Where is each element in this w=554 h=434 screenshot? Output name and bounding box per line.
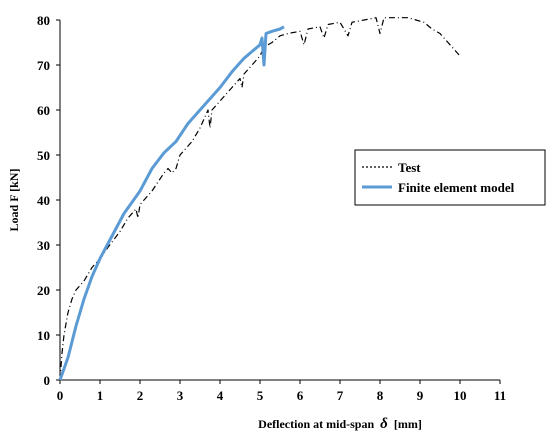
x-tick-label: 2 — [137, 388, 144, 403]
series-layer — [58, 17, 461, 381]
y-axis-title: Load F [kN] — [7, 169, 21, 232]
y-tick-labels: 0 10 20 30 40 50 60 70 80 — [37, 13, 60, 388]
x-axis-title-symbol: δ — [380, 416, 388, 432]
y-tick-label: 80 — [37, 13, 50, 28]
x-tick-label: 6 — [297, 388, 304, 403]
legend-box — [354, 149, 546, 206]
y-tick-label: 0 — [44, 373, 51, 388]
x-axis-title: Deflection at mid-span δ [mm] — [258, 416, 422, 432]
y-tick-label: 20 — [37, 283, 50, 298]
x-tick-label: 9 — [417, 388, 424, 403]
x-tick-label: 3 — [177, 388, 184, 403]
x-tick-labels: 0 1 2 3 4 5 6 7 8 9 10 11 — [57, 380, 506, 403]
y-tick-label: 70 — [37, 58, 50, 73]
y-tick-label: 40 — [37, 193, 50, 208]
legend-label-finite-element-model: Finite element model — [398, 180, 515, 195]
x-tick-label: 5 — [257, 388, 264, 403]
legend-label-test: Test — [398, 160, 421, 175]
x-tick-label: 1 — [97, 388, 104, 403]
legend: Test Finite element model — [354, 149, 546, 206]
x-tick-label: 10 — [454, 388, 467, 403]
y-tick-label: 50 — [37, 148, 50, 163]
x-tick-label: 8 — [377, 388, 384, 403]
x-tick-label: 7 — [337, 388, 344, 403]
x-tick-label: 4 — [217, 388, 224, 403]
y-tick-label: 30 — [37, 238, 50, 253]
x-axis-title-text: Deflection at mid-span — [258, 417, 374, 431]
x-axis-title-unit: [mm] — [394, 417, 422, 431]
series-line-finite-element-model — [58, 25, 285, 381]
x-tick-label: 0 — [57, 388, 64, 403]
y-tick-label: 60 — [37, 103, 50, 118]
x-tick-label: 11 — [494, 388, 506, 403]
y-tick-label: 10 — [37, 328, 50, 343]
